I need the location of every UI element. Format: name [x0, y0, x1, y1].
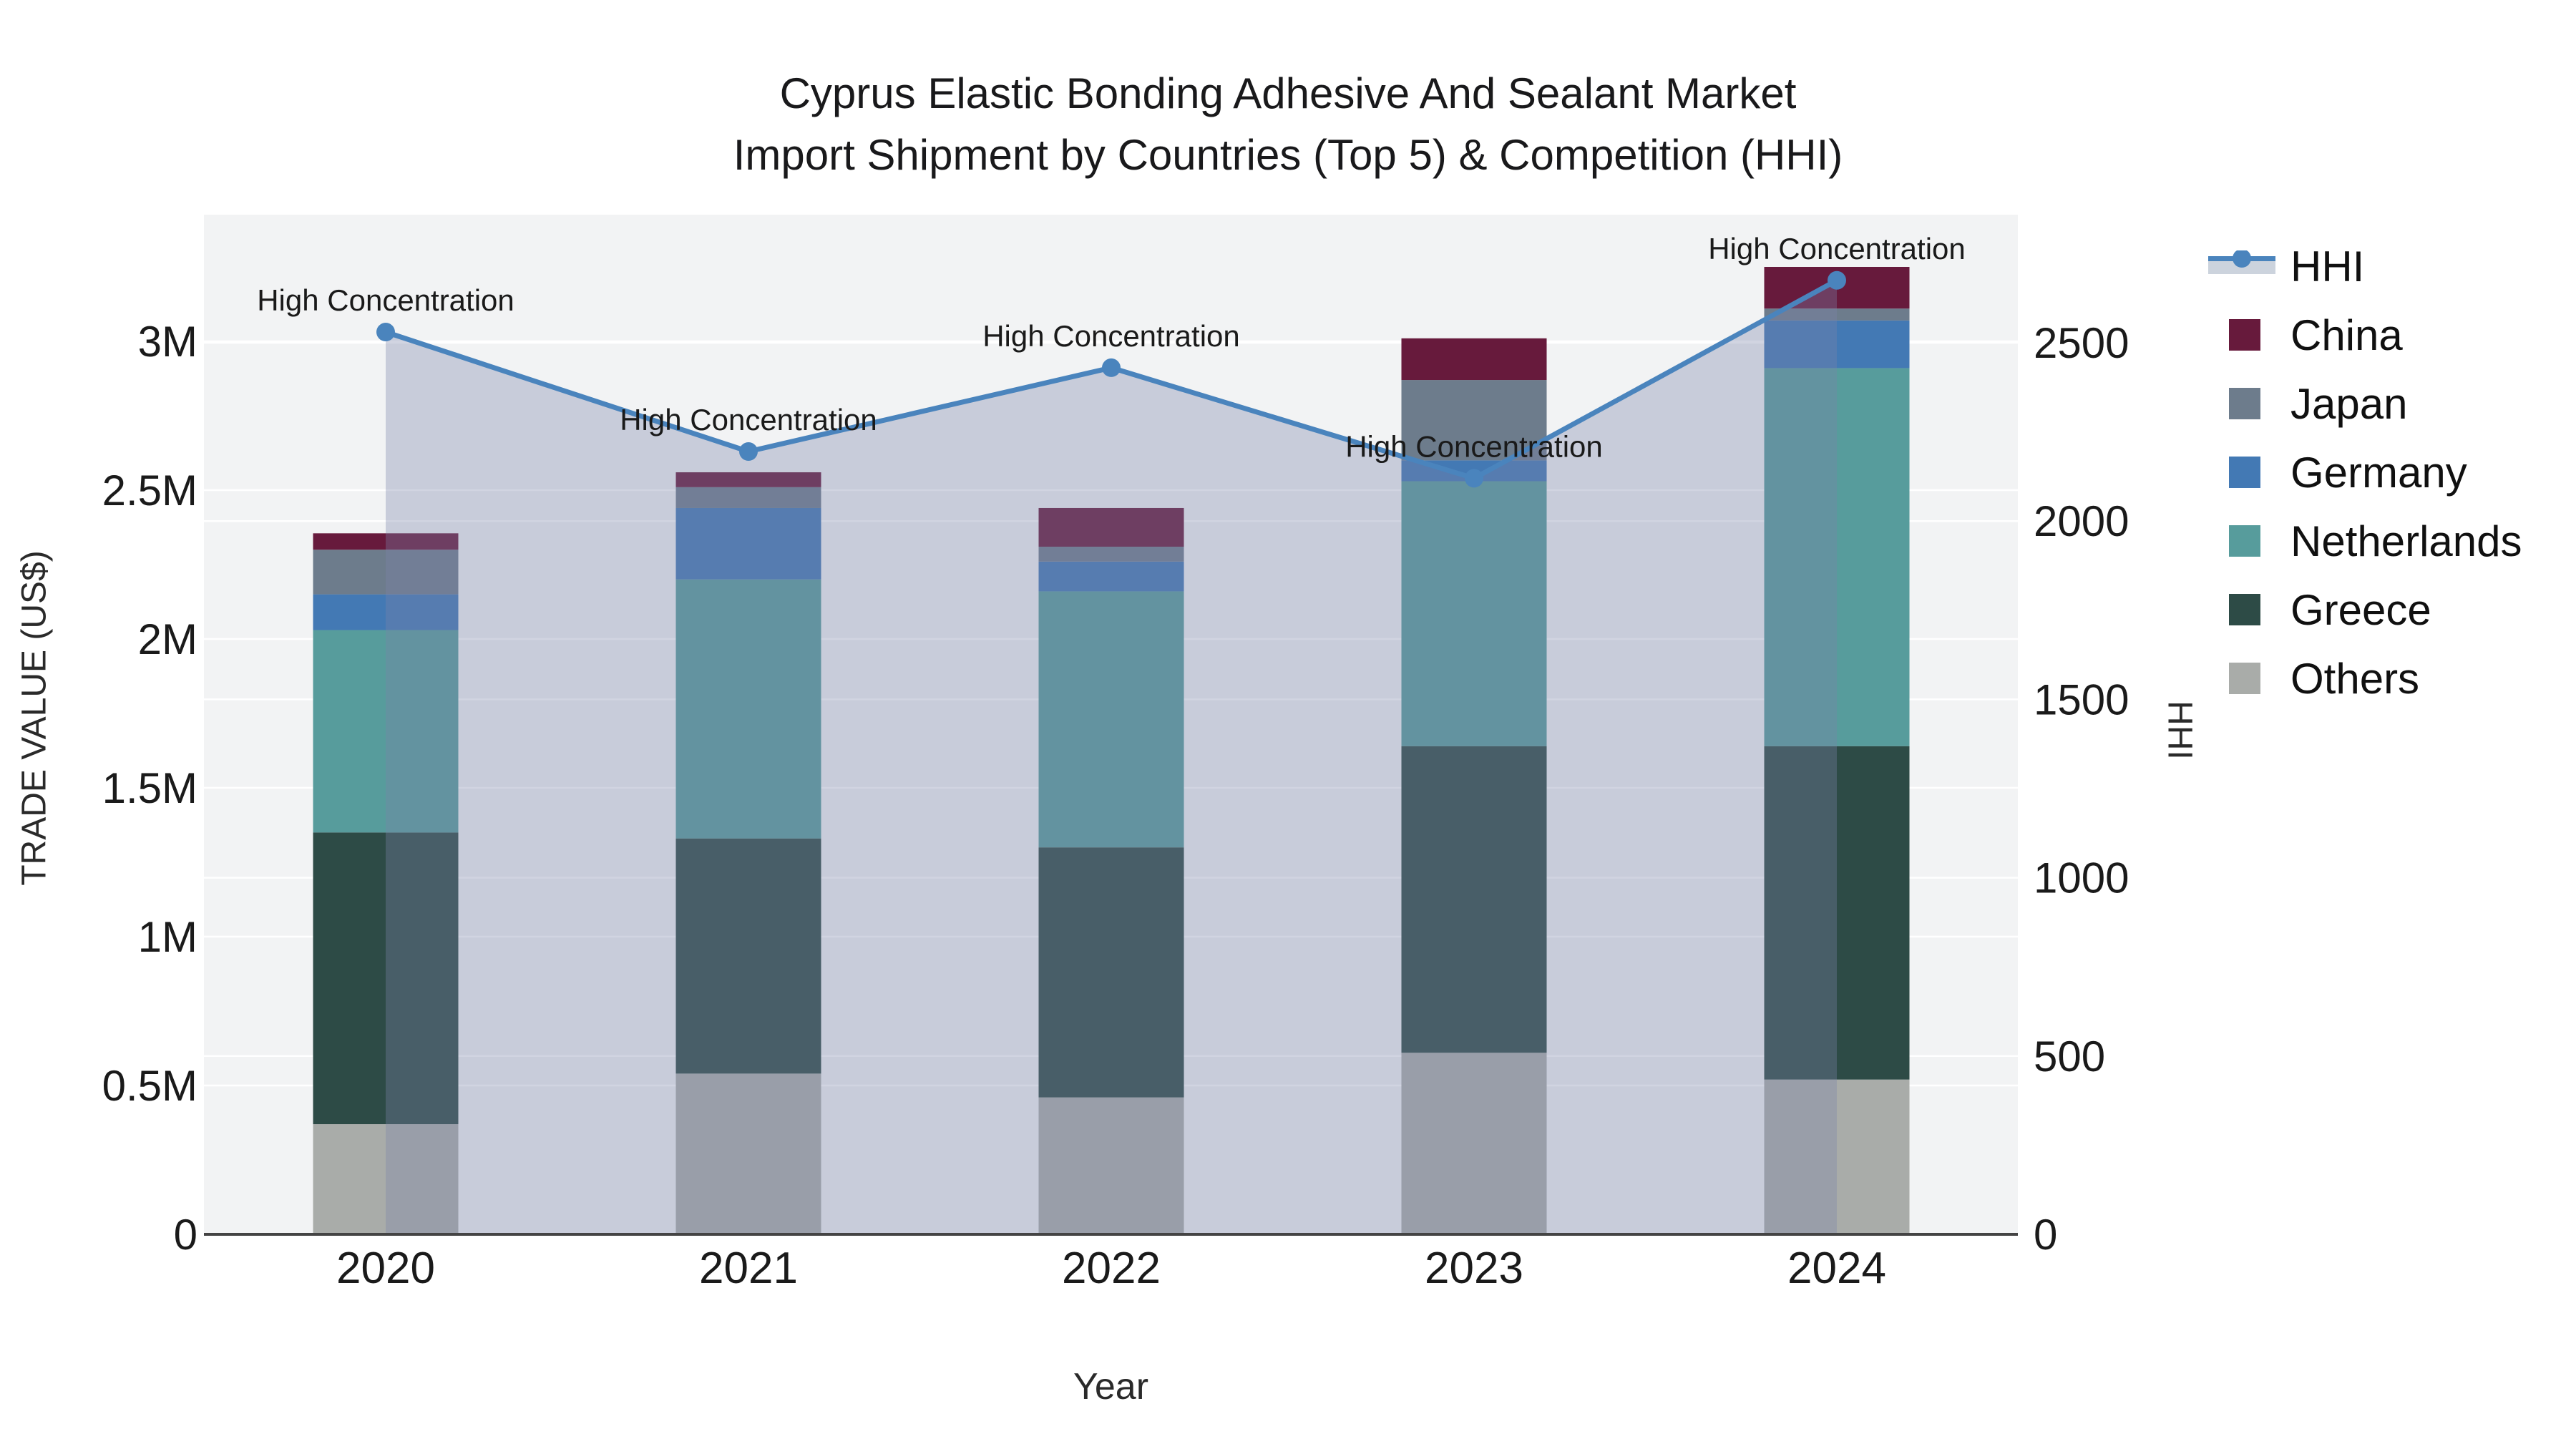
legend-color-swatch: [2229, 594, 2260, 625]
bar-segment-others-2022: [1038, 1097, 1184, 1234]
hhi-line-legend-icon: [2207, 250, 2279, 282]
x-tick-2023: 2023: [1425, 1244, 1523, 1293]
y-right-tick-0: 0: [2034, 1211, 2057, 1259]
legend-item-germany[interactable]: Germany: [2207, 438, 2522, 507]
chart-title-line1: Cyprus Elastic Bonding Adhesive And Seal…: [779, 69, 1797, 117]
bar-segment-germany-2020: [313, 594, 459, 630]
y-right-tick-2500: 2500: [2034, 319, 2129, 367]
hhi-marker-2023: [1465, 469, 1483, 488]
chart-title: Cyprus Elastic Bonding Adhesive And Seal…: [0, 63, 2576, 186]
legend-label: Greece: [2290, 585, 2431, 634]
legend-item-hhi[interactable]: HHI: [2207, 232, 2522, 301]
bar-segment-greece-2020: [313, 832, 459, 1125]
hhi-marker-2020: [376, 323, 395, 342]
annotation-2021: High Concentration: [620, 403, 877, 436]
legend-color-swatch: [2229, 663, 2260, 694]
legend-item-greece[interactable]: Greece: [2207, 575, 2522, 644]
bar-segment-china-2022: [1038, 507, 1184, 547]
legend-label: HHI: [2290, 242, 2365, 291]
y-right-tick-500: 500: [2034, 1033, 2105, 1080]
others-swatch-icon: [2207, 663, 2279, 694]
x-tick-2024: 2024: [1787, 1244, 1886, 1293]
bar-segment-japan-2022: [1038, 547, 1184, 562]
bar-segment-greece-2023: [1401, 746, 1547, 1053]
legend-color-swatch: [2229, 525, 2260, 557]
bar-segment-netherlands-2021: [675, 579, 821, 839]
y-left-tick-0: 0: [174, 1211, 197, 1259]
legend-label: Germany: [2290, 448, 2467, 497]
bar-segment-china-2020: [313, 533, 459, 550]
bar-segment-japan-2020: [313, 550, 459, 595]
bar-segment-others-2021: [675, 1073, 821, 1234]
greece-swatch-icon: [2207, 594, 2279, 625]
legend-color-swatch: [2229, 319, 2260, 351]
y-left-tick-1M: 1M: [138, 913, 197, 961]
bar-segment-germany-2021: [675, 507, 821, 580]
annotation-2022: High Concentration: [982, 319, 1240, 353]
bar-segment-others-2024: [1764, 1079, 1910, 1234]
bar-segment-greece-2022: [1038, 847, 1184, 1098]
hhi-marker-2022: [1102, 358, 1121, 377]
y-axis-title-right: HHI: [2160, 701, 2199, 760]
y-right-tick-1500: 1500: [2034, 675, 2129, 723]
hhi-marker-2024: [1828, 270, 1846, 290]
x-tick-2021: 2021: [699, 1244, 798, 1293]
x-tick-2020: 2020: [336, 1244, 435, 1293]
japan-swatch-icon: [2207, 388, 2279, 419]
y-right-tick-1000: 1000: [2034, 854, 2129, 902]
bar-segment-netherlands-2024: [1764, 368, 1910, 746]
x-axis-title: Year: [1073, 1366, 1149, 1407]
bar-segment-germany-2022: [1038, 561, 1184, 592]
legend-label: Others: [2290, 654, 2420, 703]
legend-color-swatch: [2229, 388, 2260, 419]
bar-segment-japan-2024: [1764, 308, 1910, 321]
y-left-tick-1.5M: 1.5M: [102, 764, 197, 812]
bar-segment-germany-2024: [1764, 320, 1910, 369]
bar-segment-others-2023: [1401, 1053, 1547, 1234]
y-left-tick-2M: 2M: [138, 615, 197, 663]
chart-title-line2: Import Shipment by Countries (Top 5) & C…: [733, 131, 1843, 179]
bar-segment-greece-2024: [1764, 746, 1910, 1080]
legend-item-japan[interactable]: Japan: [2207, 369, 2522, 438]
germany-swatch-icon: [2207, 457, 2279, 488]
netherlands-swatch-icon: [2207, 525, 2279, 557]
hhi-area-fill: [386, 280, 1837, 1234]
y-right-tick-2000: 2000: [2034, 497, 2129, 545]
bar-segment-greece-2021: [675, 838, 821, 1074]
bar-segment-china-2021: [675, 472, 821, 487]
bar-segment-others-2020: [313, 1124, 459, 1234]
legend-color-swatch: [2229, 457, 2260, 488]
annotation-2020: High Concentration: [257, 283, 514, 317]
y-left-tick-3M: 3M: [138, 318, 197, 366]
legend: HHI China Japan Germany Netherlands Greece Oth…: [2207, 232, 2522, 713]
bar-segment-china-2023: [1401, 338, 1547, 381]
y-axis-title-left: TRADE VALUE (US$): [15, 550, 54, 886]
bar-segment-netherlands-2022: [1038, 591, 1184, 848]
bar-segment-japan-2023: [1401, 380, 1547, 461]
hhi-marker-2021: [739, 442, 758, 462]
y-left-tick-2.5M: 2.5M: [102, 467, 197, 514]
annotation-2023: High Concentration: [1345, 429, 1603, 463]
legend-label: Japan: [2290, 379, 2408, 428]
bar-segment-netherlands-2020: [313, 630, 459, 833]
legend-item-china[interactable]: China: [2207, 301, 2522, 369]
y-left-tick-0.5M: 0.5M: [102, 1062, 197, 1110]
legend-item-netherlands[interactable]: Netherlands: [2207, 507, 2522, 575]
china-swatch-icon: [2207, 319, 2279, 351]
bar-segment-netherlands-2023: [1401, 481, 1547, 746]
legend-label: China: [2290, 311, 2403, 359]
x-tick-2022: 2022: [1062, 1244, 1161, 1293]
annotation-2024: High Concentration: [1708, 232, 1966, 265]
bar-segment-japan-2021: [675, 487, 821, 508]
legend-item-others[interactable]: Others: [2207, 644, 2522, 713]
legend-label: Netherlands: [2290, 517, 2522, 565]
